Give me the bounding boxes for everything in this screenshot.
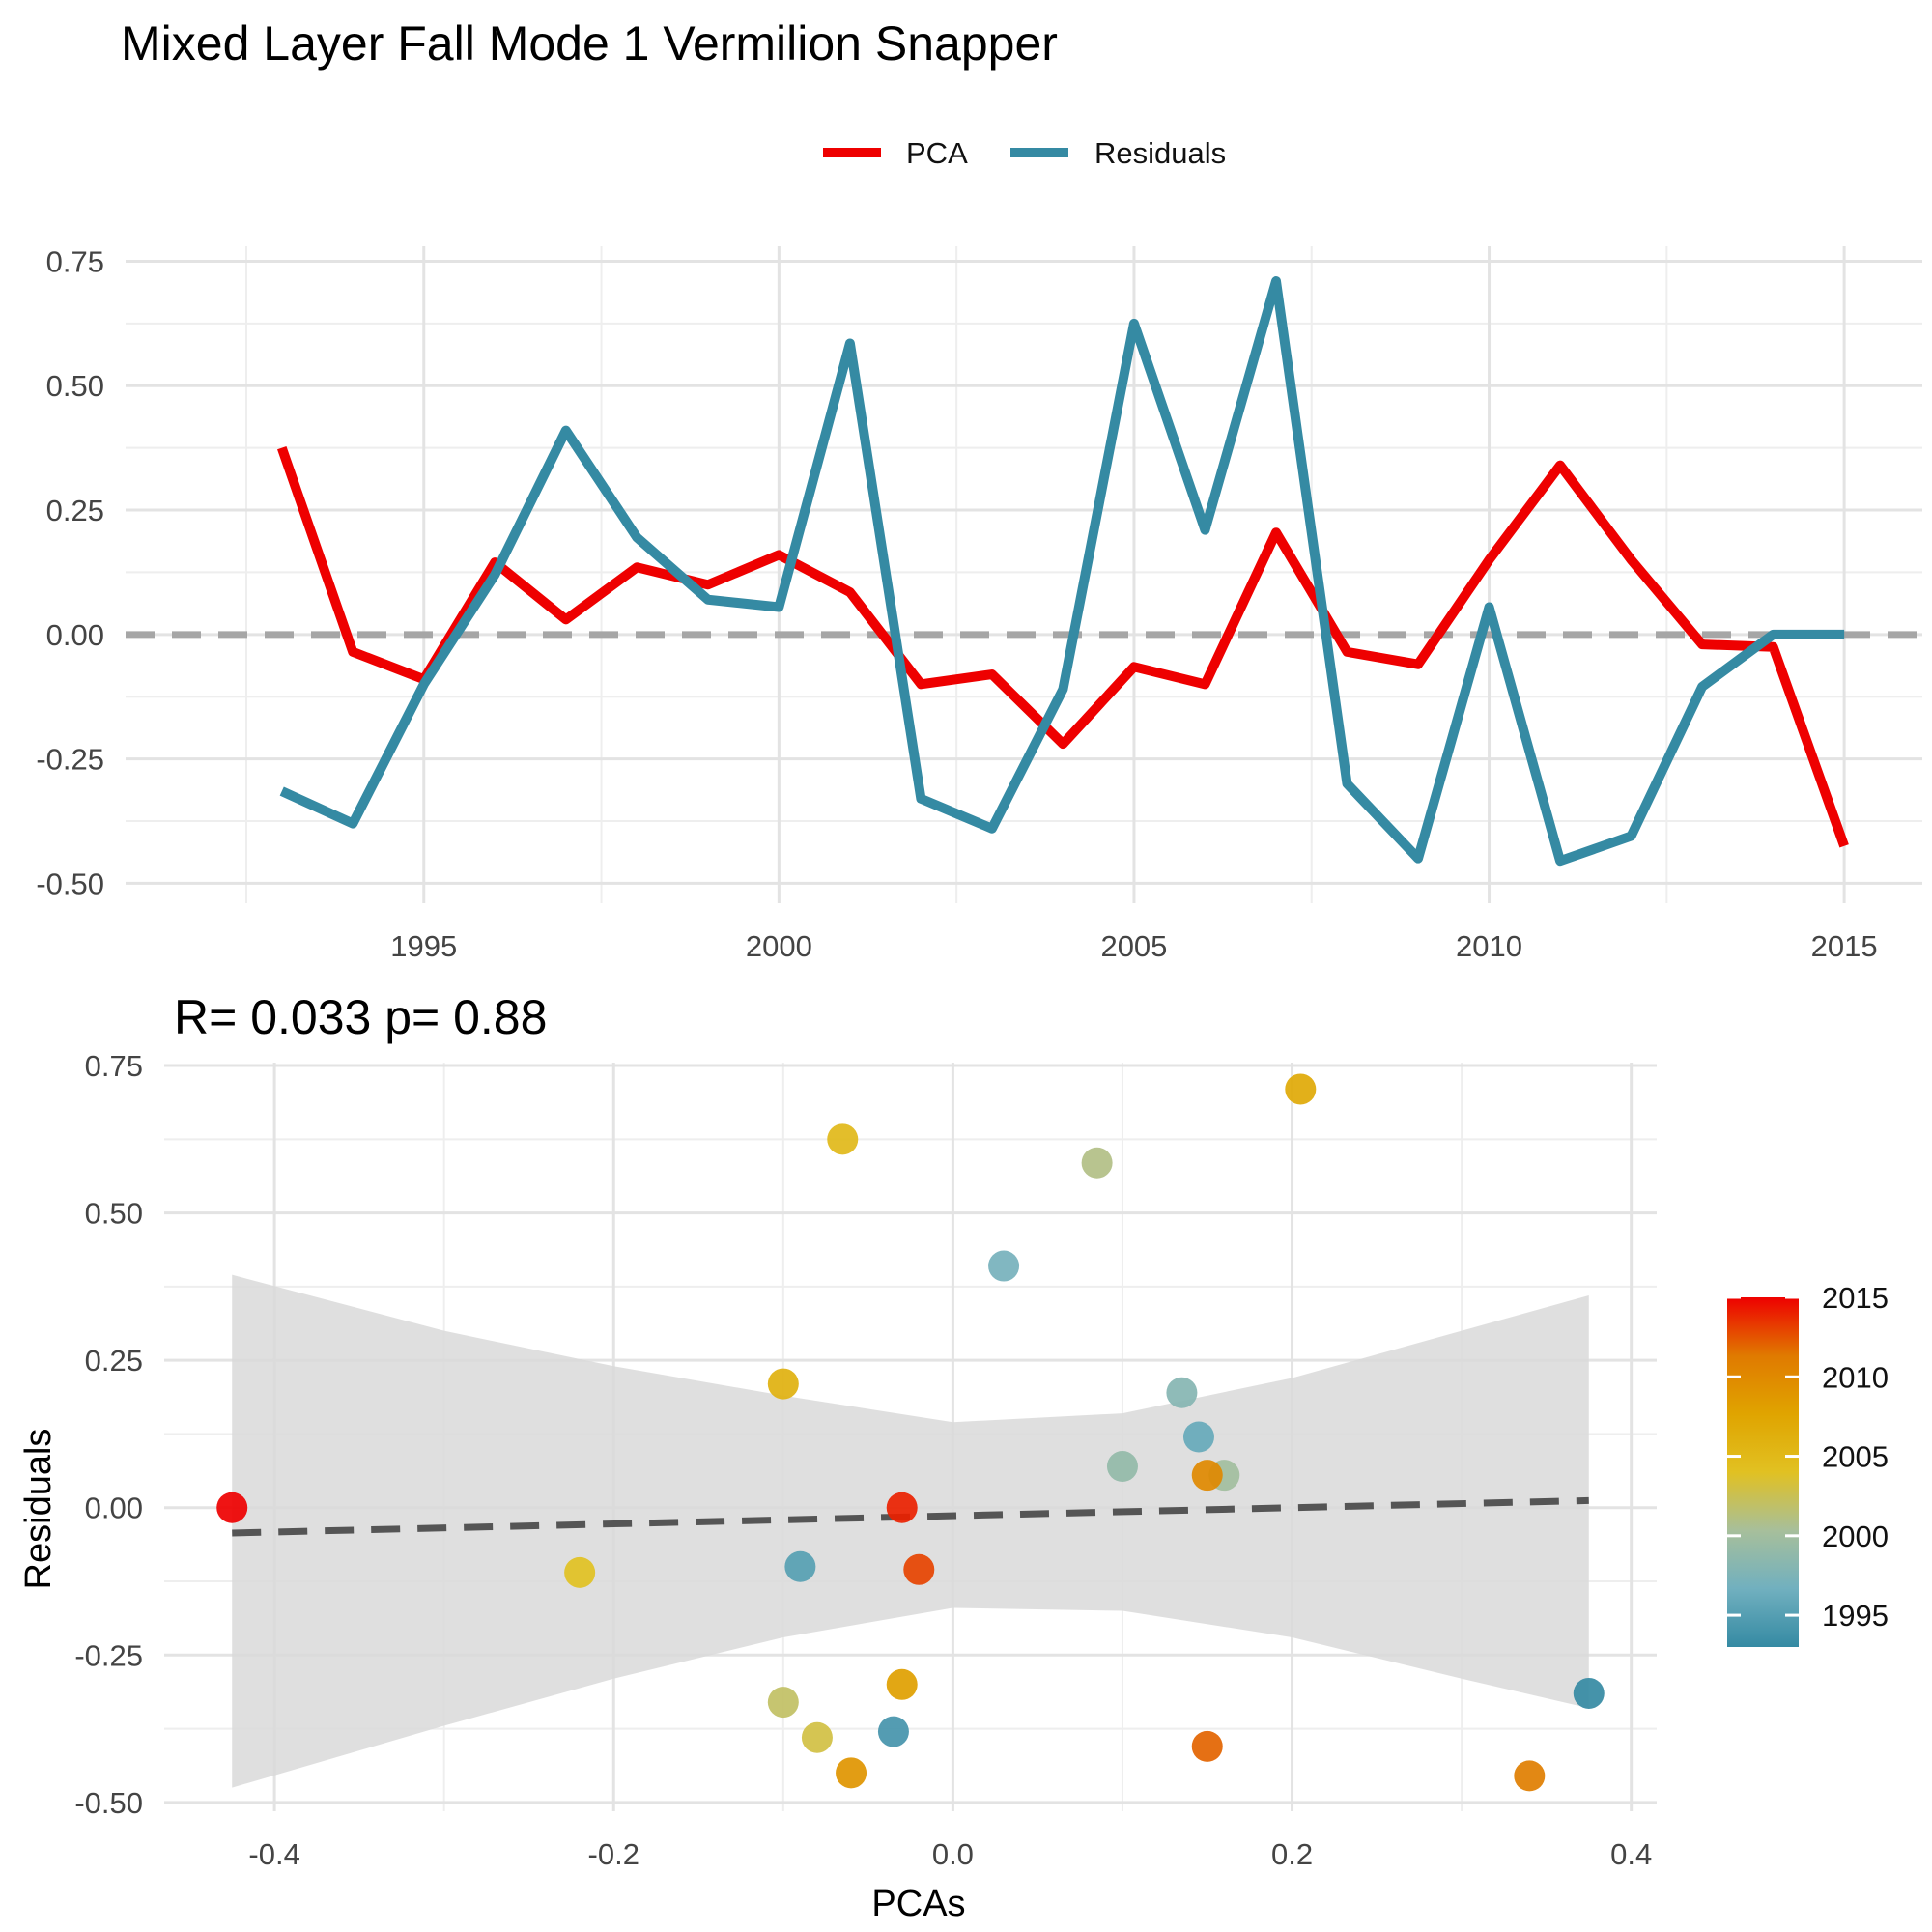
x-tick-label: 0.2 bbox=[1271, 1837, 1313, 1871]
year-colorbar-ticks: 1995 2000 2005 2010 2015 bbox=[1727, 1281, 1889, 1633]
y-tick-label: -0.50 bbox=[36, 867, 104, 900]
scatter-point bbox=[1166, 1377, 1198, 1408]
time-series-lines bbox=[277, 276, 1849, 867]
correlation-stats-title: R= 0.033 p= 0.88 bbox=[174, 990, 547, 1044]
regression-line bbox=[232, 1496, 1589, 1537]
y-tick-label: 0.50 bbox=[46, 369, 104, 403]
y-tick-label: 0.00 bbox=[46, 618, 104, 652]
x-tick-label: 2000 bbox=[746, 929, 812, 963]
colorbar-tick-label: 2005 bbox=[1822, 1440, 1889, 1474]
y-tick-label: 0.00 bbox=[85, 1492, 143, 1525]
x-tick-label: 2010 bbox=[1456, 929, 1522, 963]
scatter-point bbox=[767, 1687, 799, 1719]
y-tick-label: -0.50 bbox=[74, 1786, 143, 1820]
x-tick-label: -0.2 bbox=[588, 1837, 639, 1871]
scatter-point bbox=[564, 1556, 596, 1588]
scatter-point bbox=[1081, 1147, 1113, 1179]
scatter-x-ticks: -0.4 -0.2 0.0 0.2 0.4 bbox=[248, 1837, 1652, 1871]
scatter-points bbox=[216, 1073, 1605, 1792]
y-tick-label: -0.25 bbox=[74, 1638, 143, 1672]
x-tick-label: 0.0 bbox=[932, 1837, 974, 1871]
pca-series-line bbox=[277, 445, 1849, 848]
scatter-chart: R= 0.033 p= 0.88 -0.50 -0.25 0.00 0.25 0.50 0… bbox=[18, 990, 1889, 1924]
y-tick-label: 0.75 bbox=[46, 244, 104, 278]
y-tick-label: 0.75 bbox=[85, 1049, 143, 1083]
scatter-point bbox=[827, 1123, 859, 1155]
chart-title: Mixed Layer Fall Mode 1 Vermilion Snappe… bbox=[121, 16, 1058, 71]
time-series-chart: Mixed Layer Fall Mode 1 Vermilion Snappe… bbox=[36, 16, 1922, 963]
colorbar-tick-label: 2015 bbox=[1822, 1281, 1889, 1315]
scatter-y-ticks: -0.50 -0.25 0.00 0.25 0.50 0.75 bbox=[74, 1049, 143, 1820]
scatter-point bbox=[836, 1757, 867, 1789]
y-tick-label: -0.25 bbox=[36, 743, 104, 777]
x-tick-label: 1995 bbox=[390, 929, 457, 963]
scatter-point bbox=[1191, 1460, 1223, 1492]
colorbar-tick-label: 2000 bbox=[1822, 1520, 1889, 1553]
scatter-point bbox=[1285, 1073, 1317, 1105]
x-tick-label: 0.4 bbox=[1610, 1837, 1652, 1871]
scatter-point bbox=[877, 1716, 909, 1747]
scatter-point bbox=[886, 1492, 918, 1523]
x-tick-label: 2005 bbox=[1100, 929, 1167, 963]
legend-pca-label: PCA bbox=[906, 136, 968, 170]
year-colorbar bbox=[1727, 1297, 1799, 1647]
x-axis-title: PCAs bbox=[871, 1884, 965, 1924]
scatter-point bbox=[1106, 1451, 1138, 1483]
scatter-point bbox=[886, 1668, 918, 1700]
y-axis-title: Residuals bbox=[18, 1429, 59, 1590]
scatter-point bbox=[216, 1492, 248, 1523]
scatter-point bbox=[767, 1368, 799, 1400]
y-tick-label: 0.50 bbox=[85, 1197, 143, 1231]
y-tick-label: 0.25 bbox=[46, 494, 104, 527]
time-series-x-ticks: 1995 2000 2005 2010 2015 bbox=[390, 929, 1877, 963]
scatter-point bbox=[1514, 1760, 1546, 1792]
time-series-y-ticks: -0.50 -0.25 0.00 0.25 0.50 0.75 bbox=[36, 244, 104, 900]
x-tick-label: 2015 bbox=[1811, 929, 1878, 963]
colorbar-tick-label: 2010 bbox=[1822, 1360, 1889, 1394]
colorbar-tick-label: 1995 bbox=[1822, 1599, 1889, 1633]
scatter-point bbox=[1182, 1421, 1214, 1453]
legend-residuals-label: Residuals bbox=[1094, 136, 1226, 170]
scatter-point bbox=[1573, 1677, 1605, 1709]
residuals-series-line bbox=[279, 276, 1845, 867]
scatter-point bbox=[801, 1721, 833, 1753]
year-color-legend: 1995 2000 2005 2010 2015 bbox=[1727, 1281, 1889, 1647]
x-tick-label: -0.4 bbox=[248, 1837, 299, 1871]
scatter-point bbox=[784, 1550, 816, 1582]
scatter-point bbox=[1191, 1730, 1223, 1762]
time-series-grid bbox=[126, 246, 1922, 903]
series-legend: PCA Residuals bbox=[823, 136, 1226, 170]
scatter-point bbox=[903, 1553, 935, 1585]
y-tick-label: 0.25 bbox=[85, 1344, 143, 1378]
confidence-band bbox=[232, 1274, 1589, 1788]
scatter-point bbox=[988, 1250, 1020, 1282]
